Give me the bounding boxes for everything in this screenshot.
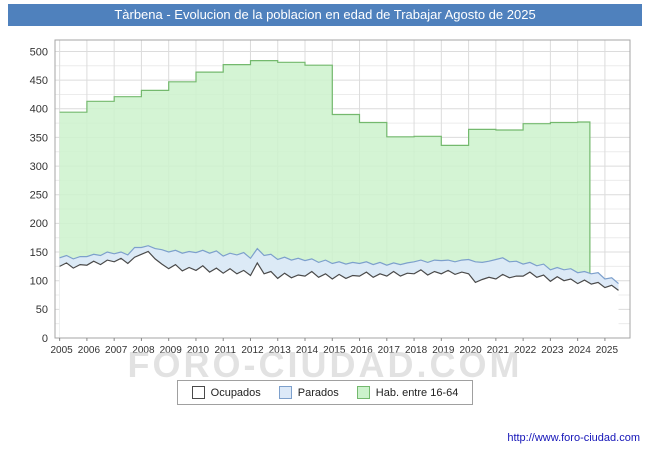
svg-text:2011: 2011: [214, 345, 236, 356]
svg-text:150: 150: [30, 247, 48, 259]
svg-text:2018: 2018: [405, 345, 428, 356]
svg-text:300: 300: [30, 161, 48, 173]
chart-title: Tàrbena - Evolucion de la poblacion en e…: [8, 4, 642, 26]
svg-text:2012: 2012: [241, 345, 264, 356]
legend-label-hab: Hab. entre 16-64: [375, 386, 459, 399]
svg-text:100: 100: [30, 276, 48, 288]
svg-text:400: 400: [30, 104, 48, 116]
svg-text:2006: 2006: [78, 345, 101, 356]
legend-label-ocupados: Ocupados: [210, 386, 261, 399]
svg-text:0: 0: [42, 333, 48, 345]
svg-text:2014: 2014: [296, 345, 319, 356]
svg-text:2015: 2015: [323, 345, 346, 356]
svg-text:2016: 2016: [350, 345, 373, 356]
legend-label-parados: Parados: [297, 386, 339, 399]
svg-text:2020: 2020: [459, 345, 482, 356]
svg-text:2017: 2017: [378, 345, 401, 356]
svg-text:2023: 2023: [541, 345, 564, 356]
footer-link[interactable]: http://www.foro-ciudad.com: [507, 432, 640, 444]
legend-item-hab: Hab. entre 16-64: [356, 386, 459, 399]
svg-text:350: 350: [30, 132, 48, 144]
legend-item-parados: Parados: [278, 386, 339, 399]
svg-text:2013: 2013: [269, 345, 292, 356]
svg-text:2021: 2021: [487, 345, 510, 356]
hab-swatch: [356, 386, 370, 399]
svg-text:2010: 2010: [187, 345, 210, 356]
svg-text:2007: 2007: [105, 345, 128, 356]
svg-text:2005: 2005: [51, 345, 74, 356]
svg-text:50: 50: [36, 304, 48, 316]
watermark: FORO-CIUDAD.COM: [127, 344, 523, 385]
svg-text:2009: 2009: [160, 345, 183, 356]
svg-text:2025: 2025: [596, 345, 619, 356]
svg-text:2024: 2024: [569, 345, 592, 356]
svg-text:2019: 2019: [432, 345, 455, 356]
svg-text:2022: 2022: [514, 345, 537, 356]
parados-swatch: [278, 386, 292, 399]
svg-text:250: 250: [30, 190, 48, 202]
svg-text:450: 450: [30, 75, 48, 87]
ocupados-swatch: [191, 386, 205, 399]
svg-text:2008: 2008: [132, 345, 155, 356]
svg-text:500: 500: [30, 46, 48, 58]
svg-text:200: 200: [30, 218, 48, 230]
population-area-chart: 0 50 100 150 200 250 300 350 400 450 500 2005 2006 20…: [30, 39, 631, 356]
legend-item-ocupados: Ocupados: [191, 386, 261, 399]
chart-legend: Ocupados Parados Hab. entre 16-64: [176, 380, 474, 405]
